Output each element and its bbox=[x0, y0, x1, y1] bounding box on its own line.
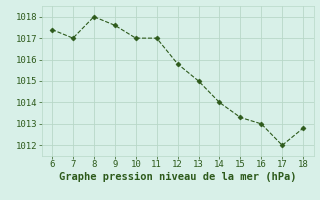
X-axis label: Graphe pression niveau de la mer (hPa): Graphe pression niveau de la mer (hPa) bbox=[59, 172, 296, 182]
